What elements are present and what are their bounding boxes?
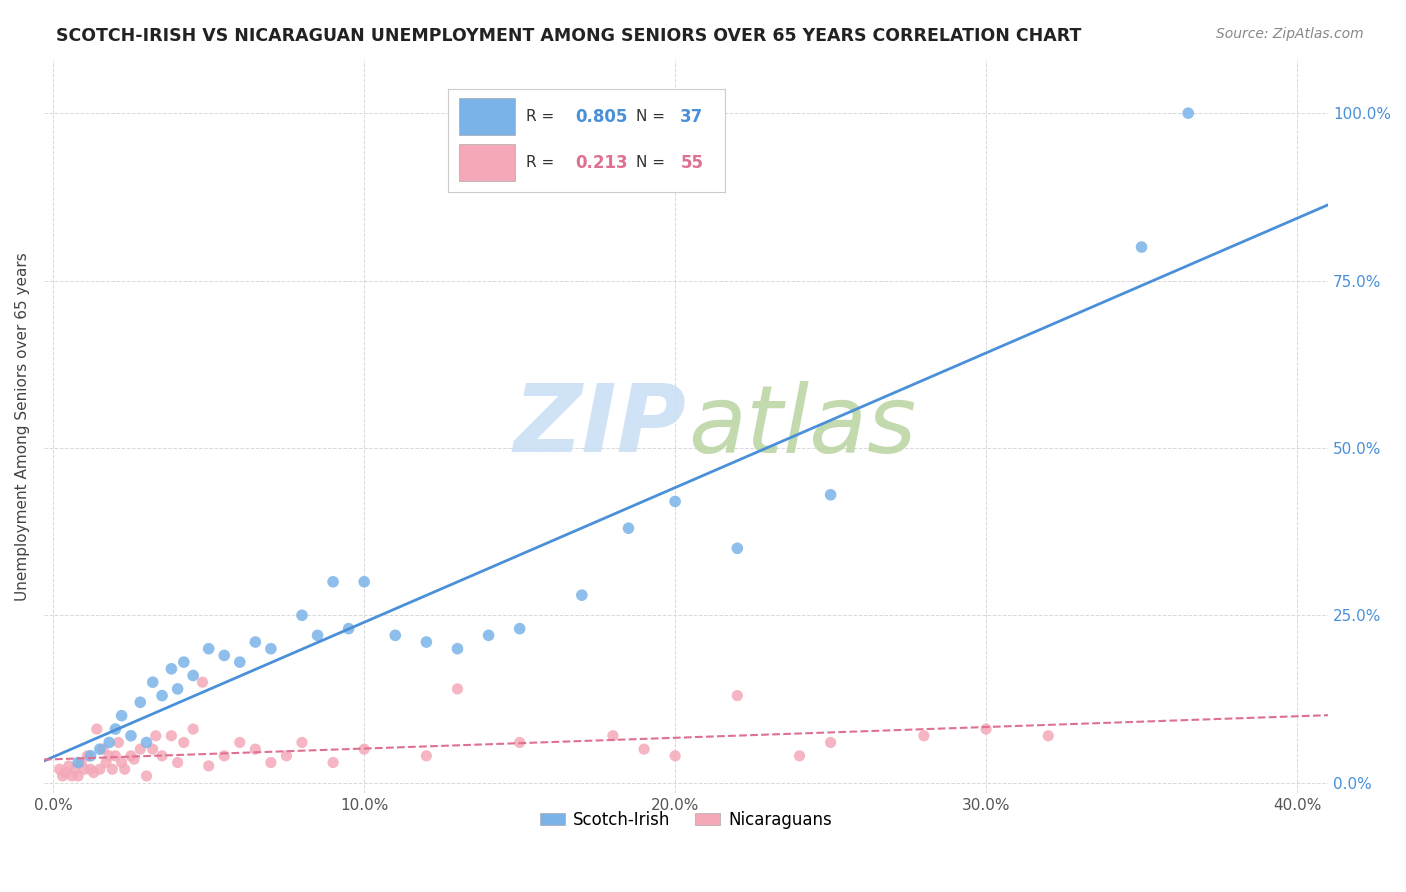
Point [48, 762, 70, 776]
Point [145, 729, 167, 743]
Point [276, 748, 298, 763]
Point [633, 742, 655, 756]
Point [1177, 106, 1199, 120]
Point [212, 648, 235, 663]
Point [150, 748, 173, 763]
Point [912, 729, 935, 743]
Point [322, 756, 344, 770]
Point [245, 635, 267, 649]
Point [67, 756, 90, 770]
Point [104, 722, 127, 736]
Point [181, 722, 204, 736]
Point [73, 762, 96, 776]
Point [120, 748, 142, 763]
Point [664, 494, 686, 508]
Point [91, 742, 114, 756]
Point [104, 748, 127, 763]
Point [509, 622, 531, 636]
Point [173, 655, 195, 669]
Point [974, 722, 997, 736]
Point [60, 769, 83, 783]
Point [571, 588, 593, 602]
Point [166, 756, 188, 770]
Point [602, 729, 624, 743]
Point [260, 756, 283, 770]
Point [617, 521, 640, 535]
Point [86, 722, 108, 736]
Point [89, 762, 111, 776]
Text: atlas: atlas [689, 381, 917, 472]
Point [120, 729, 142, 743]
Point [725, 689, 748, 703]
Point [58, 759, 80, 773]
Point [353, 574, 375, 589]
Point [94, 756, 117, 770]
Point [114, 762, 136, 776]
Point [135, 735, 157, 749]
Point [725, 541, 748, 556]
Y-axis label: Unemployment Among Seniors over 65 years: Unemployment Among Seniors over 65 years [15, 252, 30, 600]
Point [122, 752, 145, 766]
Point [70, 756, 93, 770]
Point [63, 762, 86, 776]
Point [107, 735, 129, 749]
Point [129, 695, 152, 709]
Point [181, 668, 204, 682]
Point [415, 635, 437, 649]
Point [415, 748, 437, 763]
Point [789, 748, 811, 763]
Point [291, 608, 314, 623]
Point [67, 769, 90, 783]
Point [160, 729, 183, 743]
Legend: Scotch-Irish, Nicaraguans: Scotch-Irish, Nicaraguans [533, 805, 839, 836]
Point [197, 759, 219, 773]
Point [166, 681, 188, 696]
Point [142, 675, 165, 690]
Point [446, 641, 468, 656]
Point [337, 622, 360, 636]
Point [98, 748, 121, 763]
Point [384, 628, 406, 642]
Point [135, 769, 157, 783]
Point [197, 641, 219, 656]
Point [173, 735, 195, 749]
Point [212, 748, 235, 763]
Point [101, 762, 124, 776]
Point [89, 742, 111, 756]
Text: Source: ZipAtlas.com: Source: ZipAtlas.com [1216, 27, 1364, 41]
Point [229, 735, 252, 749]
Point [307, 628, 329, 642]
Point [129, 742, 152, 756]
Point [98, 735, 121, 749]
Point [664, 748, 686, 763]
Point [76, 748, 98, 763]
Point [150, 689, 173, 703]
Point [477, 628, 499, 642]
Point [51, 769, 73, 783]
Point [111, 756, 134, 770]
Point [446, 681, 468, 696]
Point [820, 735, 842, 749]
Point [245, 742, 267, 756]
Point [160, 662, 183, 676]
Text: SCOTCH-IRISH VS NICARAGUAN UNEMPLOYMENT AMONG SENIORS OVER 65 YEARS CORRELATION : SCOTCH-IRISH VS NICARAGUAN UNEMPLOYMENT … [56, 27, 1081, 45]
Text: ZIP: ZIP [513, 380, 686, 472]
Point [55, 765, 77, 780]
Point [229, 655, 252, 669]
Point [353, 742, 375, 756]
Point [191, 675, 214, 690]
Point [1038, 729, 1060, 743]
Point [260, 641, 283, 656]
Point [820, 488, 842, 502]
Point [322, 574, 344, 589]
Point [83, 765, 105, 780]
Point [79, 762, 101, 776]
Point [509, 735, 531, 749]
Point [111, 708, 134, 723]
Point [79, 748, 101, 763]
Point [142, 742, 165, 756]
Point [1130, 240, 1153, 254]
Point [291, 735, 314, 749]
